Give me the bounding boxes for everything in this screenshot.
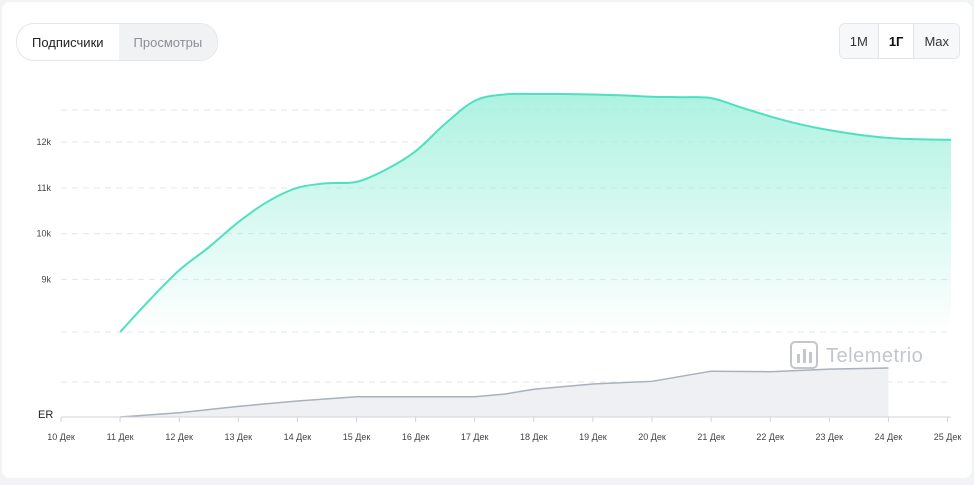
period-selector: 1M 1Г Max [838, 23, 960, 59]
er-axis-label: ER [38, 409, 53, 421]
er-area [61, 367, 951, 418]
x-tick-label: 12 Дек [165, 432, 193, 442]
x-tick-label: 17 Дек [461, 432, 489, 442]
watermark-text: Telemetrio [826, 345, 923, 367]
y-tick-label: 11k [37, 183, 51, 193]
x-tick-label: 14 Дек [284, 432, 312, 442]
watermark-icon-bar [809, 352, 812, 363]
x-axis-ticks: 10 Дек 11 Дек 12 Дек 13 Дек 14 Дек 15 Дек 16 Д… [47, 417, 961, 442]
x-tick-label: 11 Дек [107, 432, 134, 442]
x-tick-label: 13 Дек [225, 432, 253, 442]
watermark-icon [790, 341, 818, 369]
y-tick-label: 10k [36, 229, 51, 239]
x-tick-label: 22 Дек [756, 432, 784, 442]
er-line [120, 367, 889, 418]
x-tick-label: 10 Дек [47, 432, 75, 442]
tab-subscribers[interactable]: Подписчики [32, 34, 104, 50]
er-fill [120, 368, 889, 417]
period-1y-button[interactable]: 1Г [877, 24, 914, 58]
x-tick-label: 16 Дек [402, 432, 430, 442]
watermark-logo: Telemetrio [790, 341, 923, 369]
period-max-button[interactable]: Max [913, 24, 959, 58]
y-tick-label: 12k [36, 137, 51, 147]
subscribers-fill [120, 93, 952, 333]
y-tick-label: 9k [41, 274, 51, 284]
subscribers-line [119, 92, 953, 333]
tab-views[interactable]: Просмотры [118, 24, 218, 60]
x-tick-label: 19 Дек [579, 432, 607, 442]
x-tick-label: 21 Дек [697, 432, 725, 442]
subscribers-area [119, 92, 953, 333]
x-tick-label: 15 Дек [343, 432, 371, 442]
x-tick-label: 20 Дек [638, 432, 666, 442]
x-tick-label: 24 Дек [875, 432, 903, 442]
watermark-icon-bar [797, 354, 800, 363]
metric-tabs: Подписчики Просмотры [16, 23, 219, 61]
y-axis-ticks: 9k 10k 11k 12k [36, 137, 51, 284]
x-tick-label: 18 Дек [520, 432, 548, 442]
watermark-icon-bar [803, 349, 806, 363]
x-tick-label: 23 Дек [816, 432, 844, 442]
x-tick-label: 25 Дек [934, 432, 962, 442]
period-1m-button[interactable]: 1M [839, 24, 878, 58]
